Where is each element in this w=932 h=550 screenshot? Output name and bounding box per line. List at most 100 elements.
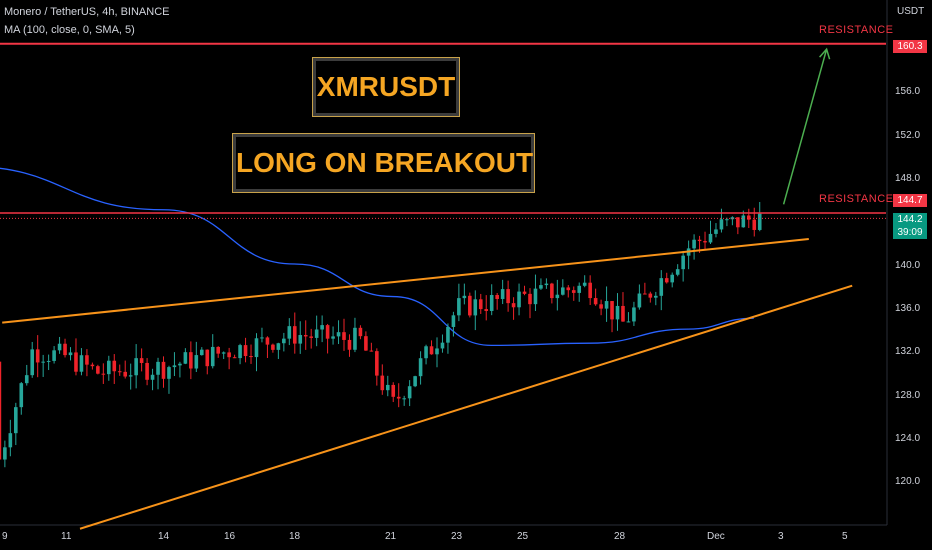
candle-body — [314, 329, 319, 338]
price-tick: 136.0 — [895, 303, 921, 314]
candle-body — [500, 289, 505, 299]
candle-body — [582, 282, 587, 286]
candle-body — [648, 293, 653, 298]
candle-body — [292, 326, 297, 344]
time-tick: 14 — [158, 531, 170, 542]
candle-body — [752, 219, 757, 230]
time-tick: 16 — [224, 531, 236, 542]
moving-average-layer — [0, 167, 754, 347]
candle-body — [719, 219, 724, 230]
candle-body — [298, 335, 303, 344]
candle-body — [725, 219, 729, 221]
candle-body — [183, 352, 188, 364]
candle-body — [46, 360, 51, 362]
candle-body — [309, 336, 313, 338]
time-tick: 18 — [289, 531, 301, 542]
candle-body — [736, 217, 740, 228]
candle-body — [577, 285, 582, 293]
candle-body — [221, 352, 226, 354]
candle-body — [566, 287, 571, 291]
candle-body — [561, 287, 565, 295]
candle-body — [249, 356, 253, 358]
candle-body — [123, 371, 128, 377]
candle-body — [593, 298, 598, 305]
drawings-layer — [0, 42, 886, 530]
candle-body — [664, 278, 669, 283]
candle-body — [446, 326, 450, 343]
candle-body — [19, 383, 24, 408]
candle-body — [90, 364, 95, 367]
candle-body — [550, 283, 554, 299]
candle-body — [632, 307, 636, 322]
candle-body — [194, 355, 199, 369]
candle-body — [320, 325, 324, 330]
candle-body — [189, 352, 193, 369]
last-price-tag: 144.2 — [893, 213, 927, 226]
candle-body — [626, 321, 631, 323]
moving-average-line — [0, 167, 754, 347]
breakout-arrow-head — [819, 47, 831, 60]
candle-body — [85, 355, 89, 365]
candle-body — [528, 293, 532, 305]
candle-body — [14, 407, 18, 434]
candle-body — [714, 229, 718, 234]
candle-body — [139, 358, 144, 363]
candle-body — [254, 338, 259, 358]
candle-body — [112, 360, 117, 372]
price-tick: 140.0 — [895, 260, 921, 271]
candle-body — [161, 361, 166, 379]
candle-body — [391, 384, 396, 397]
price-tick: 132.0 — [895, 346, 921, 357]
candle-body — [0, 361, 2, 460]
candle-body — [178, 363, 182, 366]
candle-body — [555, 294, 560, 299]
candle-body — [544, 283, 549, 286]
candle-body — [424, 346, 428, 359]
candle-body — [610, 301, 614, 320]
candle-body — [52, 350, 56, 361]
indicator-legend[interactable]: MA (100, close, 0, SMA, 5) — [4, 24, 135, 36]
candle-body — [331, 336, 335, 339]
resistance-label-lower: RESISTANCE — [819, 193, 894, 205]
candle-body — [385, 384, 390, 391]
candle-body — [440, 342, 445, 349]
candle-body — [96, 366, 100, 374]
time-tick: 21 — [385, 531, 397, 542]
candles-layer — [0, 202, 762, 468]
candle-body — [615, 305, 620, 320]
candle-body — [757, 213, 762, 230]
candle-body — [604, 301, 609, 309]
candle-body — [287, 326, 292, 339]
candle-body — [35, 349, 40, 363]
symbol-title[interactable]: Monero / TetherUS, 4h, BINANCE — [4, 6, 170, 18]
candle-body — [511, 303, 516, 308]
candle-body — [462, 295, 467, 299]
candle-body — [128, 375, 133, 377]
candle-body — [63, 343, 67, 356]
candle-body — [145, 362, 149, 380]
candle-body — [74, 352, 78, 372]
time-tick: 5 — [842, 531, 848, 542]
candle-body — [741, 215, 746, 228]
candle-body — [457, 298, 461, 316]
candle-body — [599, 304, 603, 309]
time-tick: 23 — [451, 531, 463, 542]
candle-body — [489, 294, 494, 311]
candle-body — [659, 278, 664, 296]
candle-body — [216, 346, 220, 354]
candle-body — [571, 290, 576, 293]
candle-body — [418, 358, 423, 377]
candle-body — [199, 349, 204, 356]
candle-body — [369, 350, 374, 352]
time-tick: 9 — [2, 531, 8, 542]
candle-body — [325, 325, 330, 339]
candle-body — [396, 396, 401, 399]
upper-trendline — [2, 238, 809, 324]
candle-body — [24, 375, 29, 384]
price-tick: 152.0 — [895, 130, 921, 141]
bar-countdown: 39:09 — [893, 226, 927, 239]
candle-body — [533, 288, 538, 305]
time-tick: 25 — [517, 531, 529, 542]
candle-body — [3, 447, 7, 460]
